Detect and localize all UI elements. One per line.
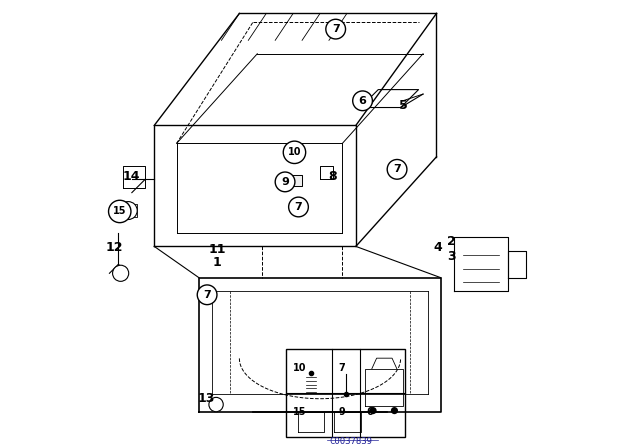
Text: 6: 6 bbox=[367, 407, 374, 417]
Text: 4: 4 bbox=[433, 241, 442, 254]
Circle shape bbox=[209, 397, 223, 412]
Circle shape bbox=[109, 200, 131, 223]
Text: 13: 13 bbox=[198, 392, 215, 405]
Text: 15: 15 bbox=[113, 207, 127, 216]
Text: 7: 7 bbox=[338, 363, 345, 373]
Text: 7: 7 bbox=[393, 164, 401, 174]
Circle shape bbox=[119, 202, 137, 220]
Text: 12: 12 bbox=[105, 241, 123, 254]
Circle shape bbox=[391, 407, 398, 414]
Circle shape bbox=[284, 141, 306, 164]
Text: 10: 10 bbox=[288, 147, 301, 157]
Text: 9: 9 bbox=[281, 177, 289, 187]
Bar bbox=[287, 349, 405, 437]
Text: 9: 9 bbox=[338, 407, 345, 417]
Text: 7: 7 bbox=[204, 290, 211, 300]
Text: 5: 5 bbox=[399, 99, 407, 112]
Text: 7: 7 bbox=[294, 202, 302, 212]
Circle shape bbox=[275, 172, 295, 192]
Text: 10: 10 bbox=[293, 363, 307, 373]
Polygon shape bbox=[280, 175, 302, 186]
Text: 15: 15 bbox=[293, 407, 307, 417]
Circle shape bbox=[289, 197, 308, 217]
Circle shape bbox=[369, 407, 377, 414]
Circle shape bbox=[353, 91, 372, 111]
Text: C0037839: C0037839 bbox=[330, 437, 373, 446]
Text: 3: 3 bbox=[447, 250, 456, 263]
Polygon shape bbox=[119, 204, 137, 217]
Circle shape bbox=[197, 285, 217, 305]
Circle shape bbox=[113, 265, 129, 281]
Text: 6: 6 bbox=[358, 96, 367, 106]
Text: 14: 14 bbox=[122, 170, 140, 184]
Text: 11: 11 bbox=[208, 243, 226, 257]
Text: 1: 1 bbox=[212, 255, 221, 269]
Text: 7: 7 bbox=[332, 24, 340, 34]
Circle shape bbox=[326, 19, 346, 39]
Circle shape bbox=[387, 159, 407, 179]
Text: 2: 2 bbox=[447, 234, 456, 248]
Text: 8: 8 bbox=[328, 170, 337, 184]
